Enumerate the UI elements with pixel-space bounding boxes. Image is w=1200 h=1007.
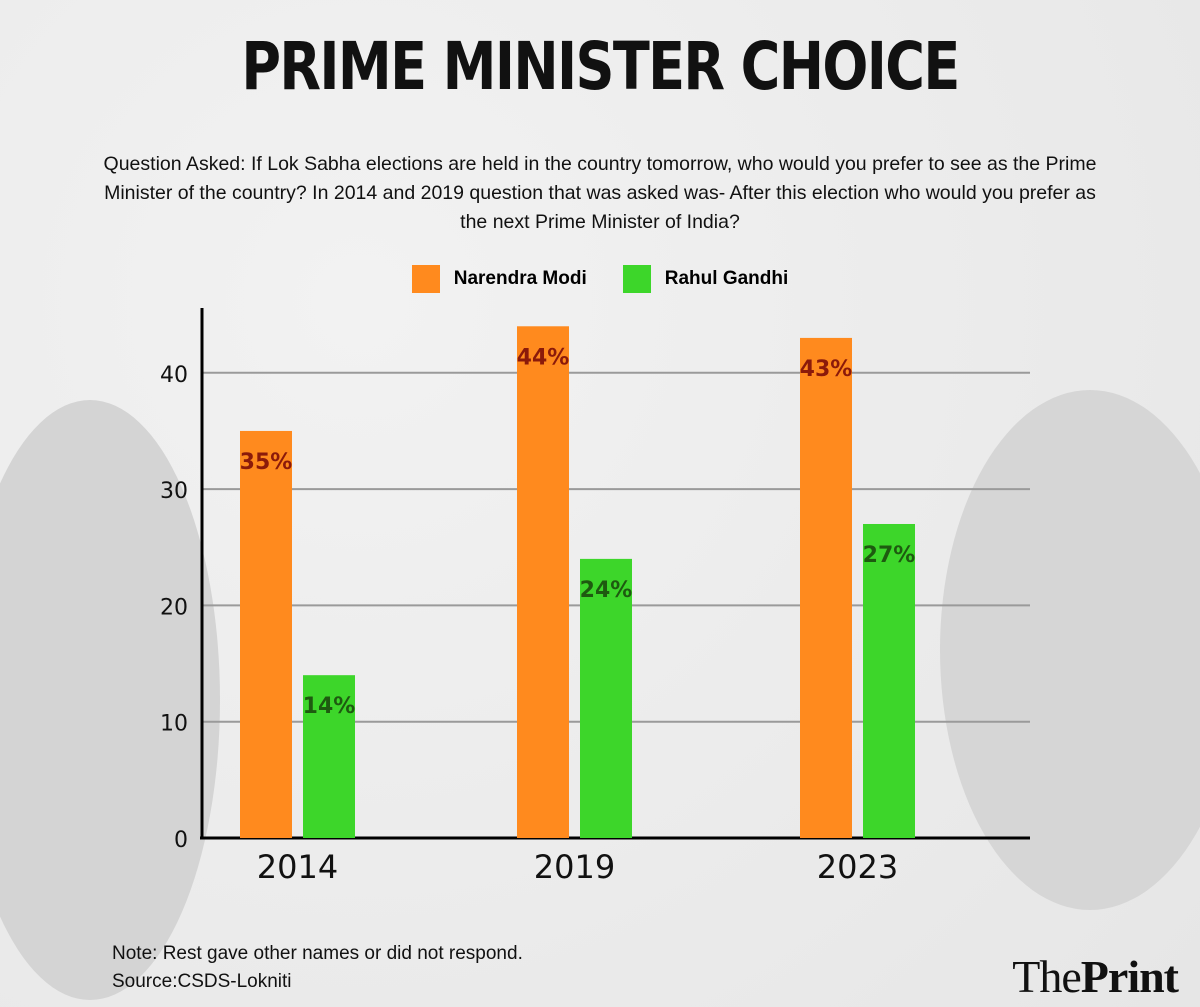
x-tick-label: 2019 (534, 848, 615, 886)
bar-gandhi-2023 (863, 523, 915, 838)
data-label: 27% (863, 543, 916, 568)
legend-label: Narendra Modi (453, 268, 587, 289)
bar-modi-2019 (517, 326, 569, 838)
bar-gandhi-2019 (580, 558, 632, 838)
legend: Narendra Modi Rahul Gandhi (0, 265, 1200, 293)
legend-label: Rahul Gandhi (664, 268, 789, 289)
legend-item-gandhi: Rahul Gandhi (622, 265, 789, 293)
footnote: Note: Rest gave other names or did not r… (112, 940, 523, 996)
logo-the: The (1012, 951, 1082, 1002)
note-text: Note: Rest gave other names or did not r… (112, 943, 523, 964)
left-portrait-silhouette (0, 400, 220, 1000)
x-tick-label: 2023 (817, 848, 898, 886)
question-text: Question Asked: If Lok Sabha elections a… (103, 153, 1097, 233)
data-label: 24% (580, 578, 633, 603)
y-tick-label: 10 (160, 712, 188, 737)
right-portrait-silhouette (940, 390, 1200, 910)
data-label: 43% (800, 357, 853, 382)
data-label: 14% (303, 694, 356, 719)
x-tick-label: 2014 (257, 848, 338, 886)
bar-modi-2023 (800, 337, 852, 838)
bar-modi-2014 (240, 430, 292, 838)
logo-print: Print (1080, 951, 1179, 1002)
data-label: 35% (240, 450, 293, 475)
bar-gandhi-2014 (303, 675, 355, 838)
y-tick-label: 20 (160, 595, 188, 620)
source-text: Source:CSDS-Lokniti (112, 971, 292, 992)
page-title: PRIME MINISTER CHOICE (241, 28, 960, 105)
legend-swatch (411, 265, 440, 293)
y-tick-label: 40 (160, 363, 188, 388)
y-tick-label: 30 (160, 479, 188, 504)
theprint-logo: ThePrint (1012, 950, 1179, 1003)
y-tick-label: 0 (174, 828, 188, 853)
data-label: 44% (517, 345, 570, 370)
legend-swatch (622, 265, 651, 293)
legend-item-modi: Narendra Modi (411, 265, 587, 293)
